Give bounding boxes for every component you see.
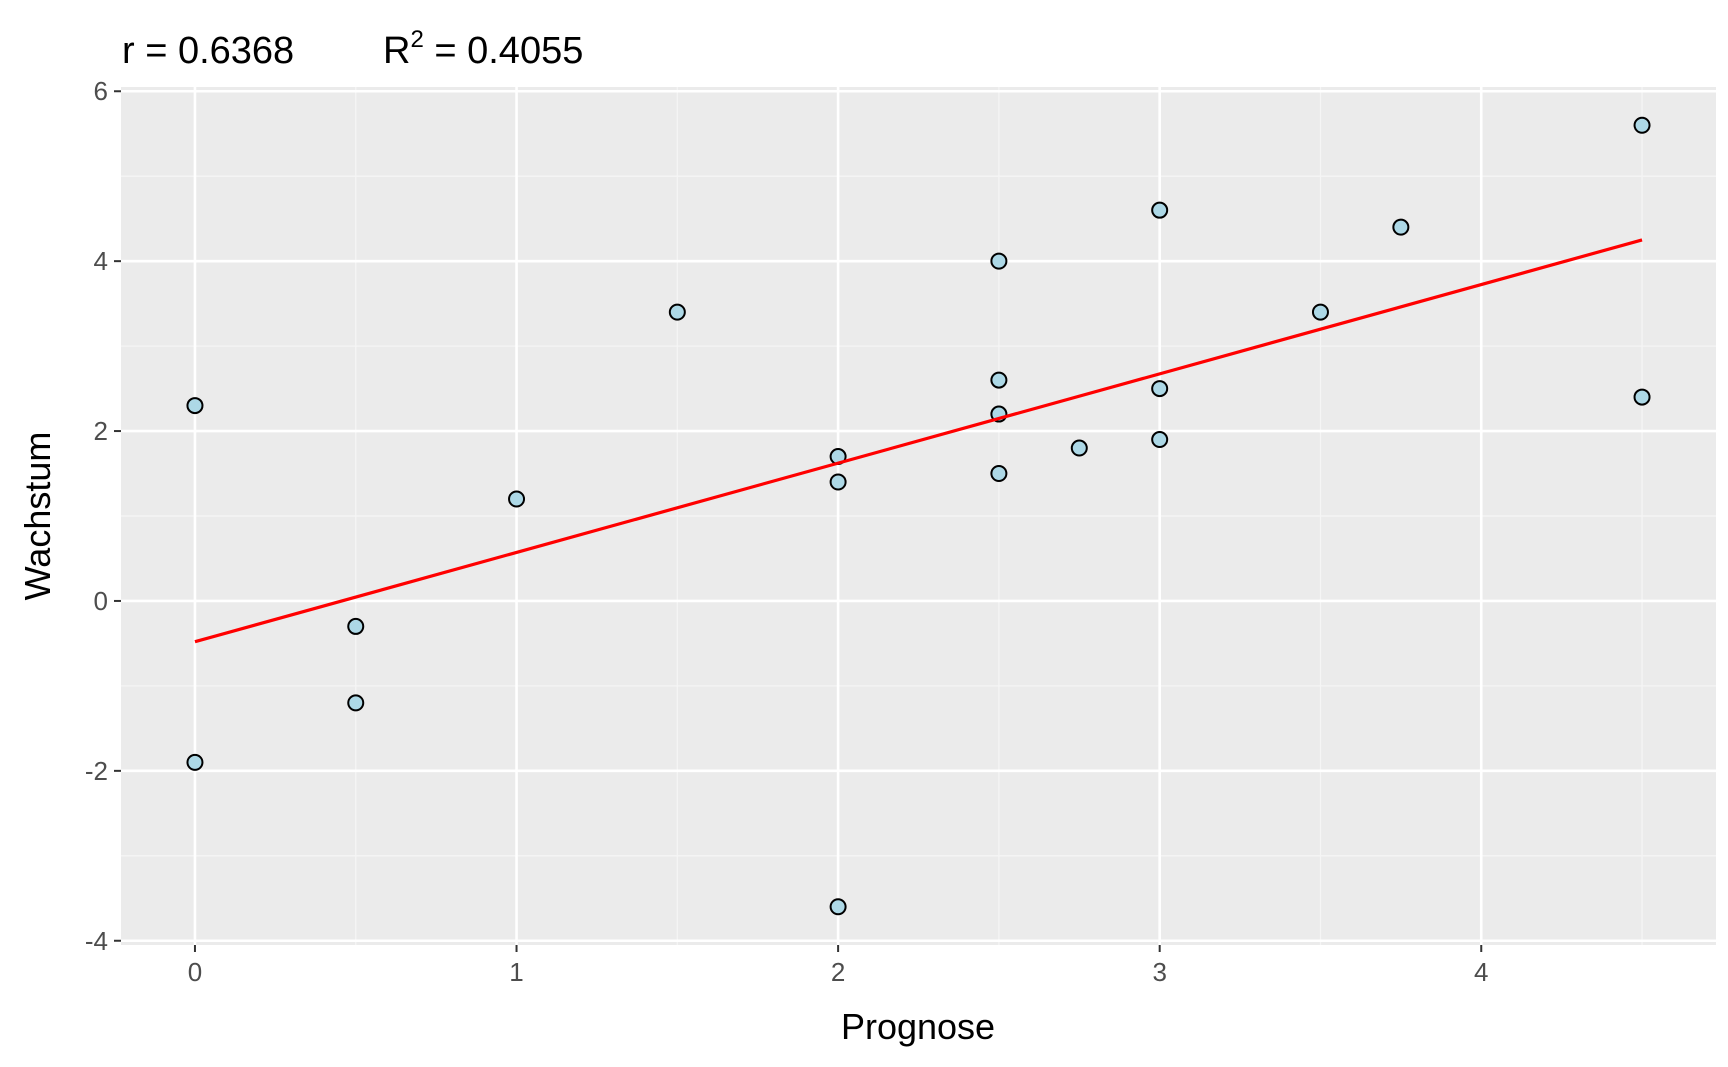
data-point [990, 252, 1008, 270]
data-point [829, 898, 847, 916]
y-tick-label: 6 [94, 76, 108, 106]
data-point [1311, 303, 1329, 321]
major-grid [121, 87, 1716, 945]
data-point [829, 473, 847, 491]
data-point [1633, 388, 1651, 406]
r2-prefix: R [383, 30, 410, 72]
y-tick-label: 4 [94, 246, 108, 276]
x-tick-label: 4 [1474, 957, 1488, 987]
data-point [508, 490, 526, 508]
y-tick-label: -4 [85, 926, 108, 956]
data-point [186, 397, 204, 415]
svg-text:R2 = 0.4055: R2 = 0.4055 [383, 26, 583, 72]
r2-value: = 0.4055 [424, 30, 584, 72]
data-point [1633, 116, 1651, 134]
data-point [186, 753, 204, 771]
x-tick-label: 2 [831, 957, 845, 987]
data-point [990, 465, 1008, 483]
x-tick-label: 3 [1152, 957, 1166, 987]
x-axis: 0 1 2 3 4 [188, 945, 1488, 987]
data-point [1070, 439, 1088, 457]
chart-title: r = 0.6368 R2 = 0.4055 [122, 26, 583, 72]
y-axis: -4 -2 0 2 4 6 [85, 76, 121, 956]
minor-grid [121, 87, 1716, 945]
data-point [347, 617, 365, 635]
svg-text:r = 0.6368: r = 0.6368 [122, 30, 294, 72]
x-tick-label: 1 [509, 957, 523, 987]
data-point [1151, 201, 1169, 219]
y-tick-label: 0 [94, 586, 108, 616]
regression-line [194, 238, 1643, 644]
y-tick-label: 2 [94, 416, 108, 446]
x-tick-label: 0 [188, 957, 202, 987]
data-point [668, 303, 686, 321]
data-point [347, 694, 365, 712]
data-point [1151, 431, 1169, 449]
y-axis-title: Wachstum [17, 432, 58, 601]
data-point [990, 371, 1008, 389]
r2-exponent: 2 [410, 26, 423, 53]
data-point [1151, 380, 1169, 398]
r-label: r = 0.6368 [122, 30, 294, 72]
data-points [186, 116, 1651, 916]
y-tick-label: -2 [85, 756, 108, 786]
data-point [1392, 218, 1410, 236]
x-axis-title: Prognose [841, 1006, 995, 1047]
